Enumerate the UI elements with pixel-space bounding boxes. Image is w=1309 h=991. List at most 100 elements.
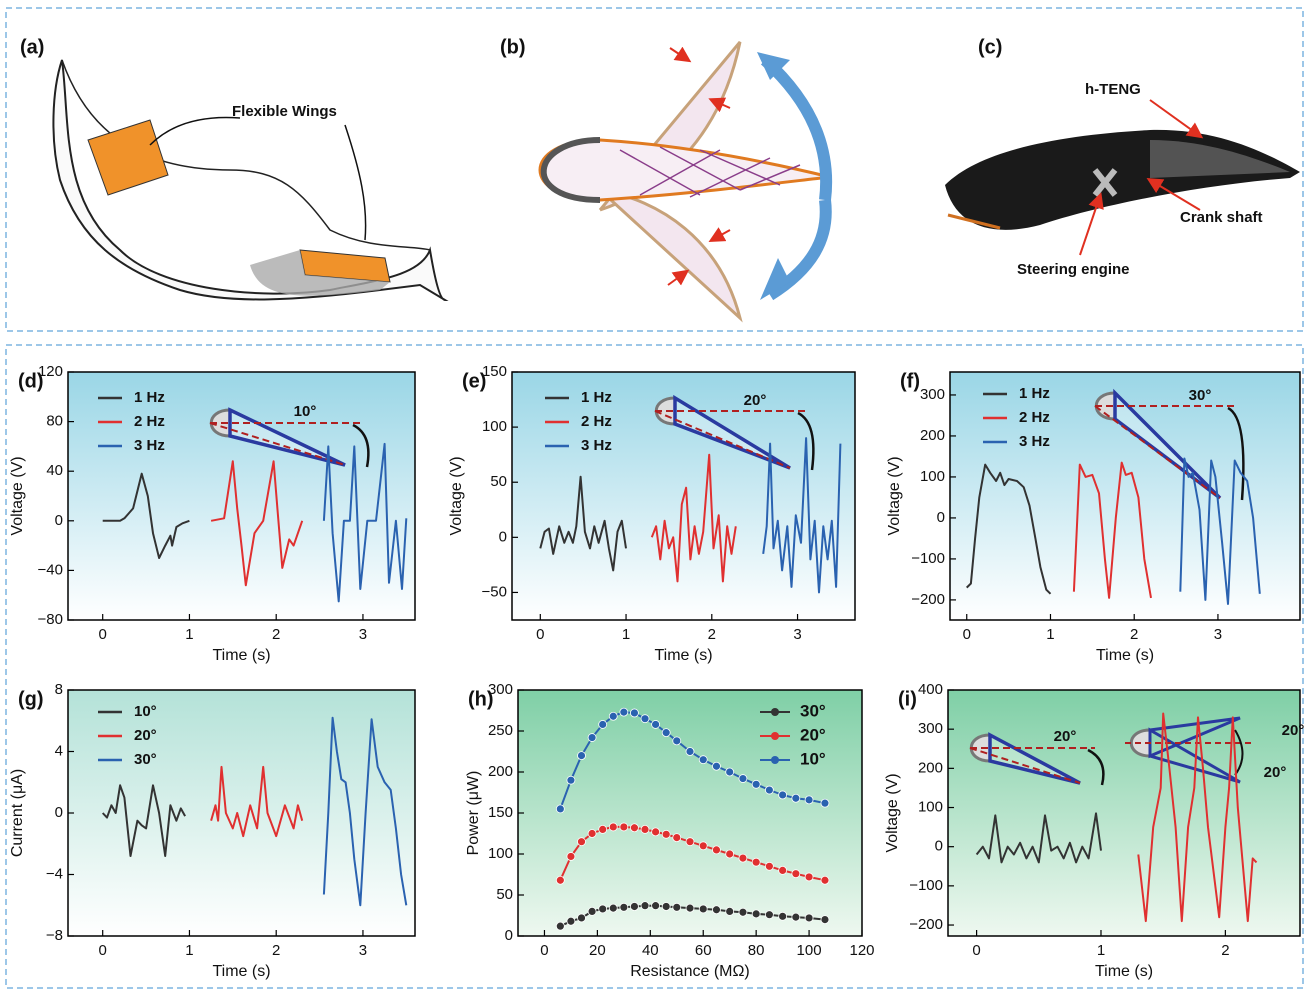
y-axis-label: Current (μA) [9, 769, 26, 857]
point [820, 798, 830, 808]
point [608, 822, 618, 832]
plot-frame [67, 371, 416, 621]
panel-label: (d) [18, 370, 44, 392]
point [764, 861, 774, 871]
point [672, 736, 682, 746]
panel-label: (e) [462, 370, 486, 392]
y-tick-label: −40 [38, 561, 63, 578]
point [651, 720, 660, 729]
legend-label: 10° [800, 749, 826, 768]
panel-label: (h) [468, 688, 494, 710]
series-line [210, 765, 304, 838]
x-axis-label: Time (s) [212, 963, 270, 980]
point [651, 827, 660, 837]
y-tick-label: −4 [46, 865, 63, 882]
inset-ref [1094, 405, 1221, 499]
point [577, 751, 586, 760]
point [751, 857, 761, 867]
x-tick-label: 2 [1130, 626, 1138, 643]
panel-label: (c) [978, 36, 1002, 58]
annotation: 20° [1054, 728, 1077, 745]
x-tick-label: 100 [797, 942, 822, 959]
y-axis-label: Voltage (V) [884, 773, 901, 852]
x-axis-label: Time (s) [1095, 963, 1153, 980]
point [778, 911, 788, 921]
x-axis-label: Resistance (MΩ) [630, 963, 750, 980]
chart: (h) 0 50 100 150 200 250 300 0 20 40 60 80 100 120 Resi… [465, 681, 874, 980]
y-tick-label: −80 [38, 611, 63, 628]
panel-label: (b) [500, 36, 526, 58]
point [820, 875, 830, 885]
legend-label: 1 Hz [134, 389, 165, 406]
panel-label: (a) [20, 36, 44, 58]
annotation: 10° [294, 403, 317, 420]
point [712, 845, 721, 855]
series-line [975, 812, 1102, 864]
x-tick-label: 1 [1046, 626, 1054, 643]
x-tick-label: 40 [642, 942, 659, 959]
legend-label: 20° [134, 727, 157, 744]
legend-label: 2 Hz [1019, 409, 1050, 426]
y-axis-label: Voltage (V) [886, 456, 903, 535]
plot-frame [67, 689, 416, 937]
legend-marker [771, 732, 779, 740]
y-tick-label: 300 [918, 720, 943, 737]
y-tick-label: 0 [499, 528, 507, 545]
point [804, 795, 814, 805]
y-tick-label: 100 [482, 418, 507, 435]
annotation: 20° [744, 392, 767, 409]
point [661, 902, 671, 911]
x-tick-label: 0 [536, 626, 544, 643]
y-tick-label: 100 [918, 798, 943, 815]
point [725, 767, 735, 777]
y-tick-label: 0 [55, 804, 63, 821]
y-axis-label: Voltage (V) [448, 456, 465, 535]
y-tick-label: 200 [920, 427, 945, 444]
y-tick-label: 200 [488, 763, 513, 780]
point [791, 912, 801, 922]
x-tick-label: 3 [359, 942, 367, 959]
legend-label: 1 Hz [581, 389, 612, 406]
point [738, 774, 748, 783]
point [619, 902, 629, 912]
callout: Steering engine [1017, 261, 1130, 278]
y-tick-label: 150 [482, 363, 507, 380]
point [712, 761, 721, 771]
point [640, 714, 650, 724]
callout: h-TENG [1085, 81, 1141, 98]
point [685, 837, 695, 847]
point [804, 872, 814, 882]
plot-background [948, 690, 1300, 936]
point [630, 708, 639, 718]
legend-label: 20° [800, 725, 826, 744]
series-line [101, 784, 186, 857]
panel-label: (g) [18, 688, 44, 710]
plot-frame [517, 689, 863, 937]
series-line [1179, 457, 1261, 605]
point [751, 779, 761, 789]
x-axis-label: Time (s) [1096, 647, 1154, 664]
chart: (d) −80 −40 0 40 80 120 0 1 2 3 Time (s) Voltage (V)… [9, 363, 416, 664]
point [555, 804, 565, 814]
y-tick-label: 50 [496, 886, 513, 903]
point [555, 875, 565, 885]
y-tick-label: 0 [55, 512, 63, 529]
legend-label: 3 Hz [134, 437, 165, 454]
point [764, 785, 774, 795]
chart: (f) −200 −100 0 100 200 300 0 1 2 3 Time (s) Voltage… [886, 370, 1301, 664]
plot-frame [511, 371, 856, 621]
x-tick-label: 3 [359, 626, 367, 643]
legend-label: 2 Hz [581, 413, 612, 430]
point [778, 866, 788, 875]
point [725, 907, 735, 916]
point [820, 915, 830, 924]
point [587, 907, 597, 916]
point [661, 728, 671, 738]
point [608, 903, 618, 913]
y-tick-label: 120 [38, 363, 63, 380]
point [738, 907, 748, 917]
point [672, 833, 682, 842]
legend-marker [771, 708, 779, 716]
point [712, 905, 721, 915]
